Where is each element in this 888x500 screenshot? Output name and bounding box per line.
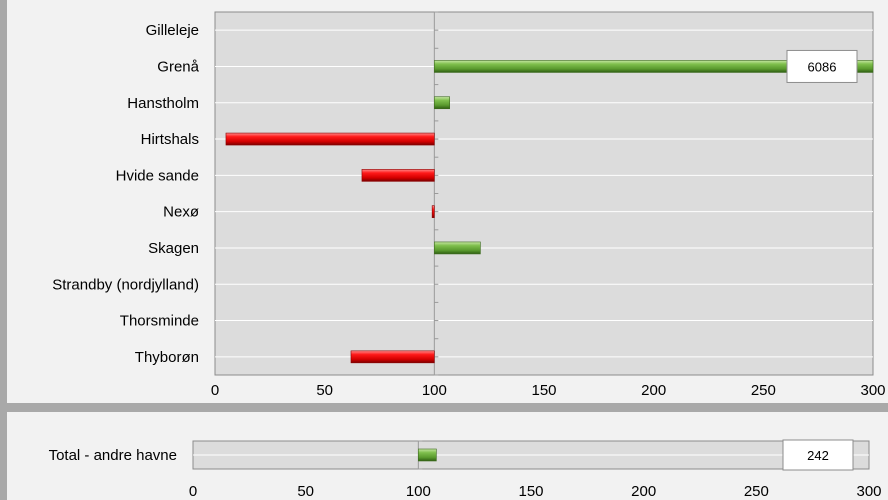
- bottom-annotations: 242: [782, 439, 854, 471]
- x-tick-label: 0: [189, 483, 197, 500]
- top-category-labels: Gilleleje Grenå Hanstholm Hirtshals Hvide sa…: [52, 22, 199, 366]
- bar-hirtshals: [225, 132, 435, 146]
- category-label: Thyborøn: [135, 349, 199, 366]
- bar-hvide-sande: [361, 169, 435, 182]
- x-tick-label: 100: [422, 382, 447, 399]
- x-tick-label: 0: [211, 382, 219, 399]
- category-label: Strandby (nordjylland): [52, 276, 199, 293]
- bottom-bars: [193, 440, 869, 470]
- x-tick-label: 150: [531, 382, 556, 399]
- bottom-category-labels: Total - andre havne: [49, 447, 177, 464]
- x-tick-label: 250: [751, 382, 776, 399]
- category-label: Total - andre havne: [49, 447, 177, 464]
- bar-hanstholm: [434, 96, 450, 110]
- data-label: 6086: [808, 59, 837, 74]
- bar-thybor-n: [350, 350, 435, 364]
- category-label: Hanstholm: [127, 95, 199, 112]
- x-tick-label: 50: [316, 382, 333, 399]
- x-tick-label: 300: [856, 483, 881, 500]
- x-tick-label: 150: [518, 483, 543, 500]
- data-label: 242: [807, 448, 829, 463]
- x-tick-label: 250: [744, 483, 769, 500]
- category-label: Hirtshals: [141, 131, 199, 148]
- x-tick-label: 300: [860, 382, 885, 399]
- data-label-box: [786, 49, 858, 83]
- category-label: Thorsminde: [120, 313, 199, 330]
- bar-skagen: [434, 241, 481, 255]
- category-label: Nexø: [163, 204, 199, 221]
- x-tick-label: 50: [297, 483, 314, 500]
- bar-grena: [434, 60, 874, 73]
- category-label: Grenå: [157, 58, 199, 75]
- bar-nex: [431, 205, 435, 218]
- x-tick-label: 100: [406, 483, 431, 500]
- bar-total-andre-havne: [418, 448, 437, 462]
- bottom-x-axis-ticks: 0 50 100 150 200 250 300: [189, 483, 882, 500]
- x-tick-label: 200: [631, 483, 656, 500]
- category-label: Hvide sande: [116, 167, 199, 184]
- x-tick-label: 200: [641, 382, 666, 399]
- category-label: Skagen: [148, 240, 199, 257]
- category-label: Gilleleje: [146, 22, 199, 39]
- top-x-axis-ticks: 0 50 100 150 200 250 300: [211, 382, 886, 399]
- top-annotations: 6086: [786, 49, 858, 83]
- top-bars: [225, 11, 874, 376]
- data-label-box: [782, 439, 854, 471]
